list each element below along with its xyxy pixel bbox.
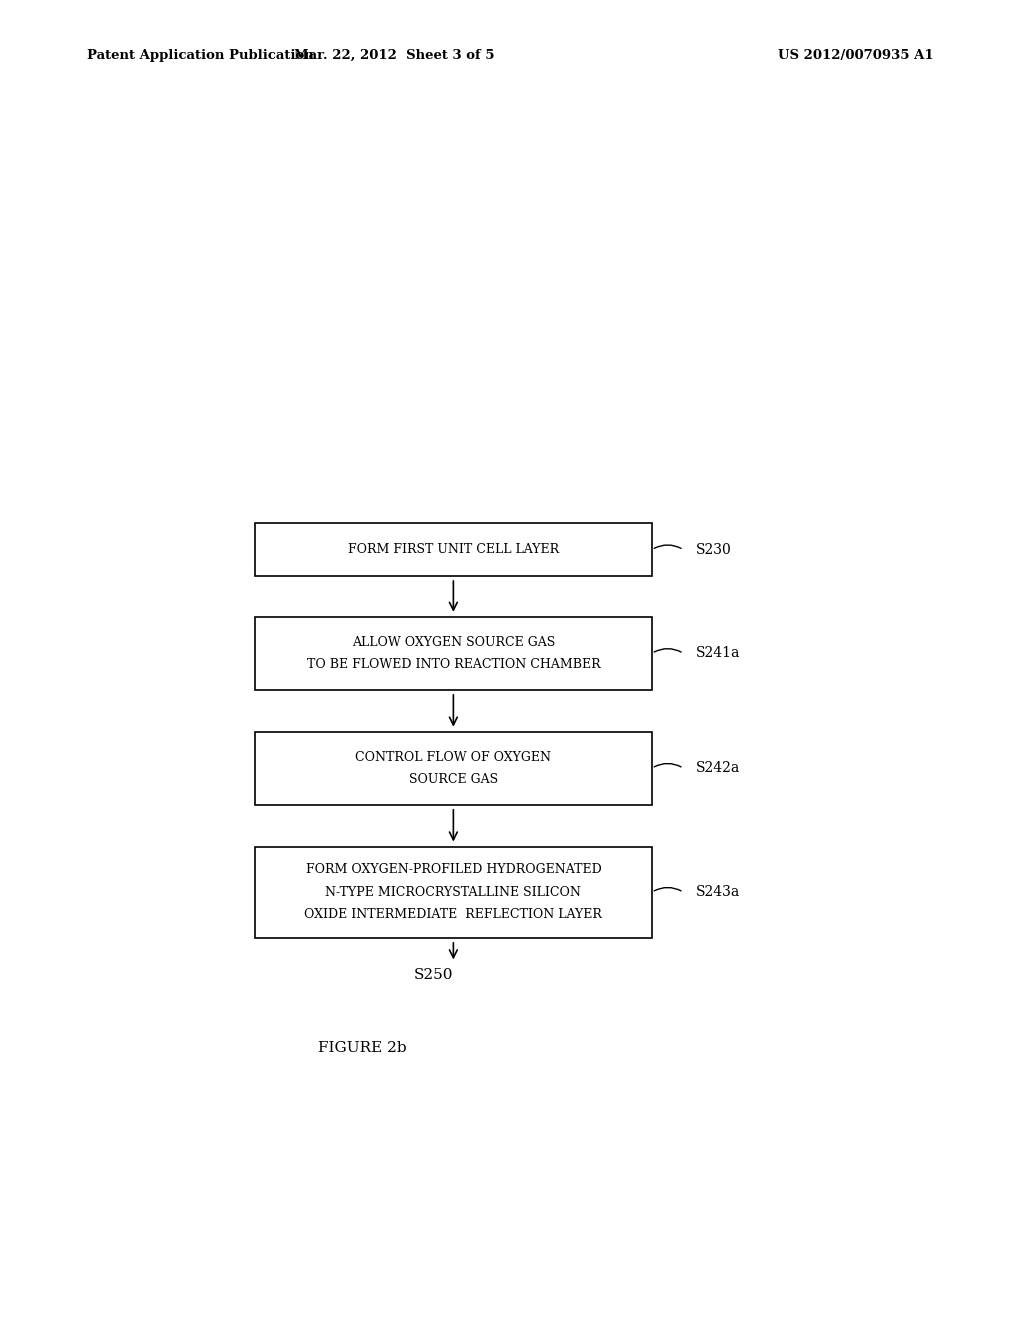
Text: Patent Application Publication: Patent Application Publication bbox=[87, 49, 313, 62]
Text: S250: S250 bbox=[414, 968, 454, 982]
Text: CONTROL FLOW OF OXYGEN: CONTROL FLOW OF OXYGEN bbox=[355, 751, 551, 763]
Text: FIGURE 2b: FIGURE 2b bbox=[317, 1040, 407, 1055]
Text: Mar. 22, 2012  Sheet 3 of 5: Mar. 22, 2012 Sheet 3 of 5 bbox=[294, 49, 495, 62]
Text: S230: S230 bbox=[695, 543, 731, 557]
Bar bbox=[255, 846, 651, 939]
Text: FORM FIRST UNIT CELL LAYER: FORM FIRST UNIT CELL LAYER bbox=[348, 544, 559, 556]
Text: S241a: S241a bbox=[695, 647, 739, 660]
Text: S243a: S243a bbox=[695, 886, 739, 899]
Text: OXIDE INTERMEDIATE  REFLECTION LAYER: OXIDE INTERMEDIATE REFLECTION LAYER bbox=[304, 908, 602, 921]
Text: TO BE FLOWED INTO REACTION CHAMBER: TO BE FLOWED INTO REACTION CHAMBER bbox=[306, 659, 600, 671]
Text: N-TYPE MICROCRYSTALLINE SILICON: N-TYPE MICROCRYSTALLINE SILICON bbox=[326, 886, 582, 899]
Text: S242a: S242a bbox=[695, 762, 739, 775]
Bar bbox=[255, 616, 651, 690]
Text: US 2012/0070935 A1: US 2012/0070935 A1 bbox=[778, 49, 934, 62]
Text: ALLOW OXYGEN SOURCE GAS: ALLOW OXYGEN SOURCE GAS bbox=[352, 636, 555, 648]
Text: FORM OXYGEN-PROFILED HYDROGENATED: FORM OXYGEN-PROFILED HYDROGENATED bbox=[305, 863, 601, 876]
Text: SOURCE GAS: SOURCE GAS bbox=[409, 774, 498, 785]
Bar bbox=[255, 731, 651, 805]
Bar bbox=[255, 523, 651, 576]
